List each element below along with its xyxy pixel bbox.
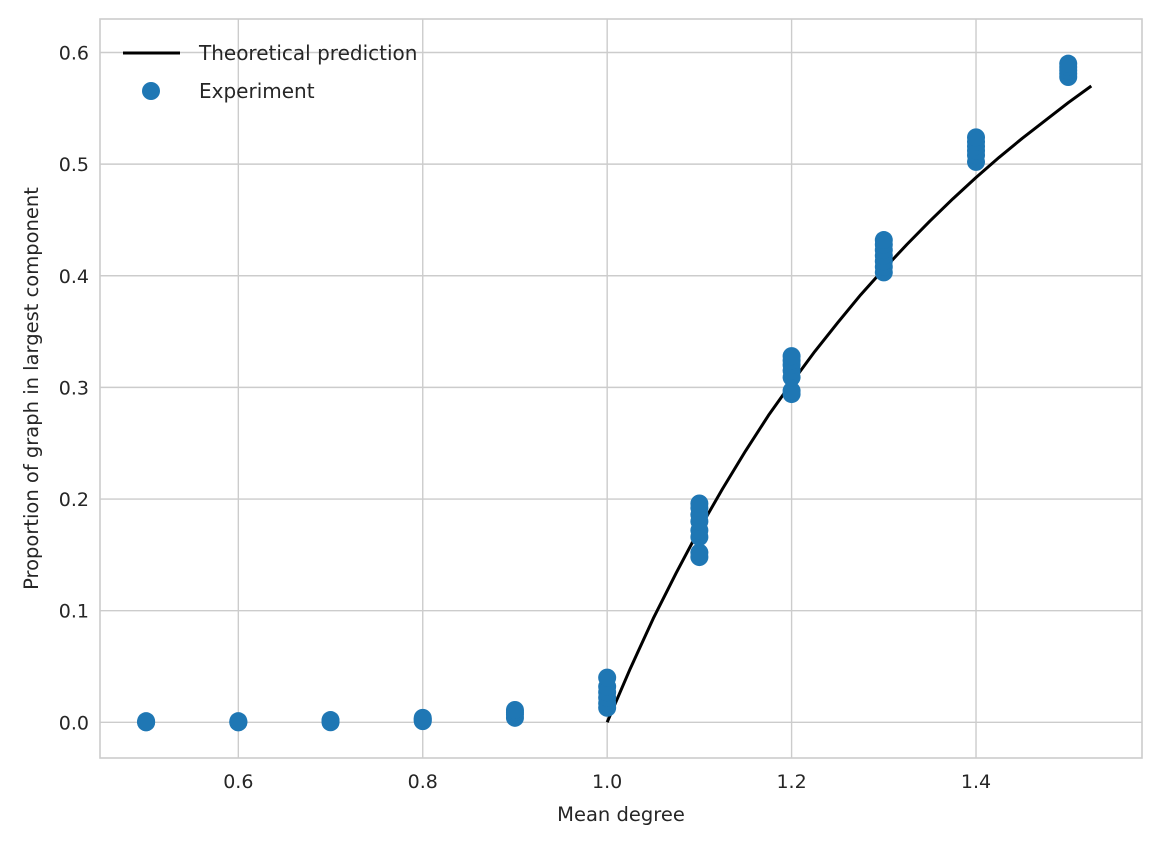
experiment-point (782, 347, 801, 366)
experiment-point (690, 494, 709, 513)
experiment-point (967, 128, 986, 147)
legend-swatch-experiment (142, 82, 160, 100)
experiment-point (598, 668, 617, 687)
x-axis-label: Mean degree (557, 803, 685, 826)
experiment-point (413, 708, 432, 727)
y-tick-label: 0.3 (59, 377, 89, 399)
experiment-point (505, 700, 524, 719)
experiment-point (229, 713, 248, 732)
experiment-point (690, 543, 709, 562)
experiment-point (321, 711, 340, 730)
tick-labels: 0.6 0.8 1.0 1.2 1.4 0.0 0.1 0.2 0.3 0.4 0.5 0.6 (59, 42, 991, 793)
experiment-point (782, 381, 801, 400)
theory-line (605, 84, 1093, 723)
y-tick-label: 0.2 (59, 489, 89, 511)
experiment-point (1059, 54, 1078, 73)
y-tick-label: 0.4 (59, 266, 89, 288)
y-tick-label: 0.6 (59, 42, 89, 64)
legend-label-theory: Theoretical prediction (198, 41, 417, 65)
data-marks (137, 54, 1093, 732)
x-tick-label: 1.4 (961, 771, 991, 793)
plot-area (100, 19, 1142, 758)
legend: Theoretical prediction Experiment (123, 41, 417, 103)
y-tick-label: 0.5 (59, 154, 89, 176)
y-tick-label: 0.1 (59, 601, 89, 623)
x-tick-label: 0.8 (408, 771, 438, 793)
legend-label-experiment: Experiment (199, 79, 315, 103)
experiment-point (874, 231, 893, 250)
y-tick-label: 0.0 (59, 712, 89, 734)
y-axis-label: Proportion of graph in largest component (20, 187, 43, 590)
plot-frame (99, 18, 1143, 759)
x-tick-label: 1.2 (776, 771, 806, 793)
x-tick-label: 1.0 (592, 771, 622, 793)
x-tick-label: 0.6 (223, 771, 253, 793)
experiment-point (137, 712, 156, 731)
